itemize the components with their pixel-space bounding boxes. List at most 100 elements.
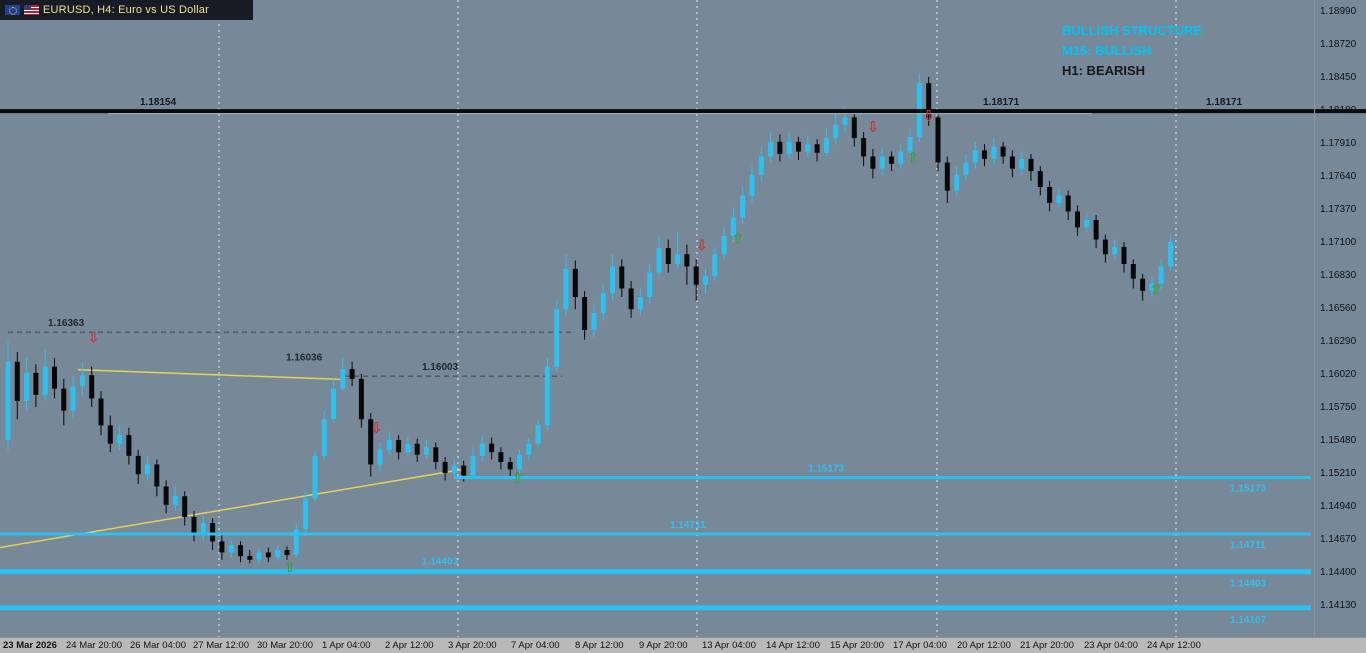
candle-body [935, 117, 941, 163]
buy-signal-arrow-icon: ⇧ [732, 229, 745, 247]
candle-body [163, 486, 169, 505]
time-axis-label: 13 Apr 04:00 [702, 640, 756, 651]
price-axis-label: 1.16290 [1320, 336, 1357, 347]
candle-body [1075, 211, 1080, 228]
chart-title-bar[interactable]: EURUSD, H4: Euro vs US Dollar [0, 0, 253, 20]
candle-body [238, 545, 243, 557]
candle-body [1009, 156, 1015, 169]
candle-body [693, 266, 699, 285]
candle-body [954, 174, 960, 191]
candle-body [517, 454, 522, 470]
candle-body [210, 523, 216, 542]
candle-body [582, 296, 588, 330]
candle-body [507, 461, 513, 470]
candle-body [1056, 195, 1062, 203]
sell-signal-arrow-icon: ⇩ [695, 237, 708, 255]
candle-body [796, 141, 801, 152]
candle-body [331, 388, 336, 420]
candle-body [126, 435, 132, 456]
candle-body [898, 151, 904, 164]
candle-body [70, 386, 76, 411]
us-flag-icon [24, 5, 39, 15]
buy-signal-arrow-icon: ⇧ [284, 558, 297, 576]
sell-signal-arrow-icon: ⇩ [87, 328, 100, 346]
trendline [77, 368, 345, 381]
level-price-label: 1.14711 [1230, 540, 1266, 551]
buy-signal-arrow-icon: ⇧ [1149, 281, 1162, 299]
candle-body [340, 369, 346, 389]
trendline-price-label: 1.16036 [286, 353, 323, 364]
time-axis-label: 27 Mar 12:00 [193, 640, 249, 651]
candle-body [591, 312, 597, 330]
candle-body [293, 529, 299, 555]
candle-body [117, 435, 123, 444]
candle-body [1140, 278, 1146, 291]
candle-body [823, 138, 829, 153]
candle-body [451, 465, 457, 473]
candle-body [544, 366, 550, 426]
candle-body [786, 141, 792, 154]
price-axis-label: 1.17640 [1320, 171, 1357, 182]
price-axis-label: 1.17370 [1320, 204, 1357, 215]
price-axis-label: 1.17910 [1320, 138, 1357, 149]
candle-body [889, 156, 894, 164]
candle-body [284, 549, 290, 555]
candle-body [721, 235, 727, 255]
candle-body [656, 248, 662, 273]
candle-body [247, 556, 253, 560]
candle-body [944, 162, 950, 191]
sell-signal-arrow-icon: ⇩ [867, 118, 880, 136]
candle-body [321, 419, 327, 456]
candle-body [33, 372, 39, 395]
candle-body [424, 447, 429, 455]
price-axis-label: 1.16830 [1320, 270, 1357, 281]
candle-body [461, 465, 467, 476]
candle-body [833, 124, 839, 139]
candle-body [1019, 158, 1025, 169]
level-price-label: 1.15173 [1230, 484, 1267, 495]
candle-body [665, 248, 671, 264]
level-price-label: 1.15173 [808, 464, 845, 475]
candle-body [1168, 241, 1173, 267]
candle-body [396, 439, 402, 453]
level-price-label: 1.18171 [983, 97, 1020, 108]
candle-body [52, 366, 57, 389]
price-axis-label: 1.18720 [1320, 39, 1357, 50]
candle-body [135, 455, 141, 475]
candle-body [1000, 146, 1006, 157]
candle-body [1047, 186, 1053, 203]
level-price-label: 1.18171 [1206, 97, 1243, 108]
time-axis-label: 26 Mar 04:00 [130, 640, 186, 651]
candlestick-chart-canvas[interactable]: 1.16363 1.16003 1.16036 1.18154 1.18171 1.181… [0, 0, 1366, 637]
price-axis-label: 1.14130 [1320, 600, 1357, 611]
candle-body [675, 254, 681, 264]
candle-body [730, 217, 736, 236]
time-axis-label: 8 Apr 12:00 [575, 640, 624, 651]
time-axis[interactable]: 23 Mar 2026 24 Mar 20:00 26 Mar 04:00 27 Ma… [0, 637, 1366, 653]
candle-body [89, 375, 95, 399]
candle-body [619, 266, 625, 289]
candle-body [98, 398, 104, 426]
candle-body [684, 254, 690, 267]
candle-body [861, 138, 867, 157]
candle-body [926, 83, 932, 118]
price-axis[interactable]: 1.18990 1.18720 1.18450 1.18180 1.17910 1.176… [1314, 0, 1366, 637]
candle-body [637, 296, 643, 310]
candle-body [433, 447, 439, 462]
candle-body [489, 443, 495, 453]
time-axis-label: 24 Apr 12:00 [1147, 640, 1201, 651]
structure-annotations: BULLISH STRUCTURE M15: BULLISH H1: BEARISH [1062, 21, 1202, 81]
candle-body [740, 195, 746, 218]
candle-body [814, 144, 820, 153]
candle-body [563, 268, 569, 310]
candle-body [405, 443, 411, 453]
candle-body [79, 375, 85, 387]
candle-body [805, 144, 811, 152]
candle-body [768, 141, 774, 157]
price-axis-label: 1.18990 [1320, 6, 1357, 17]
candle-body [879, 156, 885, 169]
buy-signal-arrow-icon: ⇧ [511, 469, 524, 487]
price-axis-label: 1.14670 [1320, 534, 1357, 545]
candle-body [749, 174, 755, 196]
candle-body [842, 117, 848, 125]
